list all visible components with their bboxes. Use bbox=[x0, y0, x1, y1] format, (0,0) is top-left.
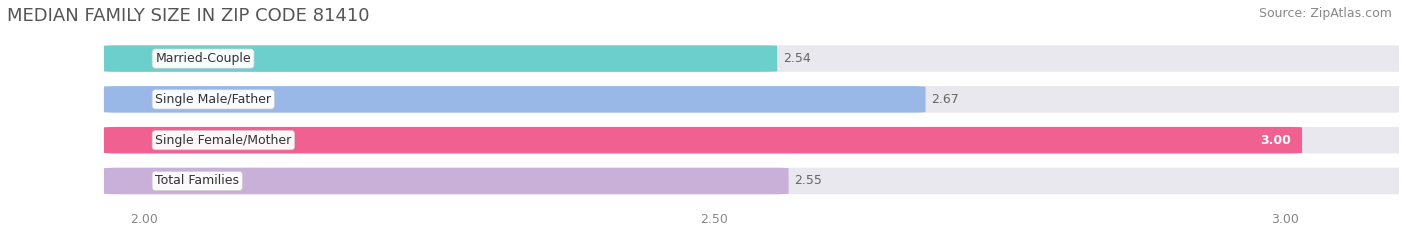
FancyBboxPatch shape bbox=[104, 45, 778, 72]
FancyBboxPatch shape bbox=[104, 127, 1406, 154]
FancyBboxPatch shape bbox=[104, 86, 1406, 113]
FancyBboxPatch shape bbox=[104, 127, 1302, 154]
Text: 2.54: 2.54 bbox=[783, 52, 811, 65]
Text: Single Male/Father: Single Male/Father bbox=[155, 93, 271, 106]
FancyBboxPatch shape bbox=[104, 168, 1406, 194]
FancyBboxPatch shape bbox=[104, 45, 1406, 72]
Text: 3.00: 3.00 bbox=[1260, 134, 1291, 147]
Text: 2.67: 2.67 bbox=[931, 93, 959, 106]
FancyBboxPatch shape bbox=[104, 168, 789, 194]
Text: MEDIAN FAMILY SIZE IN ZIP CODE 81410: MEDIAN FAMILY SIZE IN ZIP CODE 81410 bbox=[7, 7, 370, 25]
Text: Source: ZipAtlas.com: Source: ZipAtlas.com bbox=[1258, 7, 1392, 20]
Text: Total Families: Total Families bbox=[155, 175, 239, 188]
Text: Married-Couple: Married-Couple bbox=[155, 52, 250, 65]
Text: Single Female/Mother: Single Female/Mother bbox=[155, 134, 291, 147]
FancyBboxPatch shape bbox=[104, 86, 925, 113]
Text: 2.55: 2.55 bbox=[794, 175, 823, 188]
